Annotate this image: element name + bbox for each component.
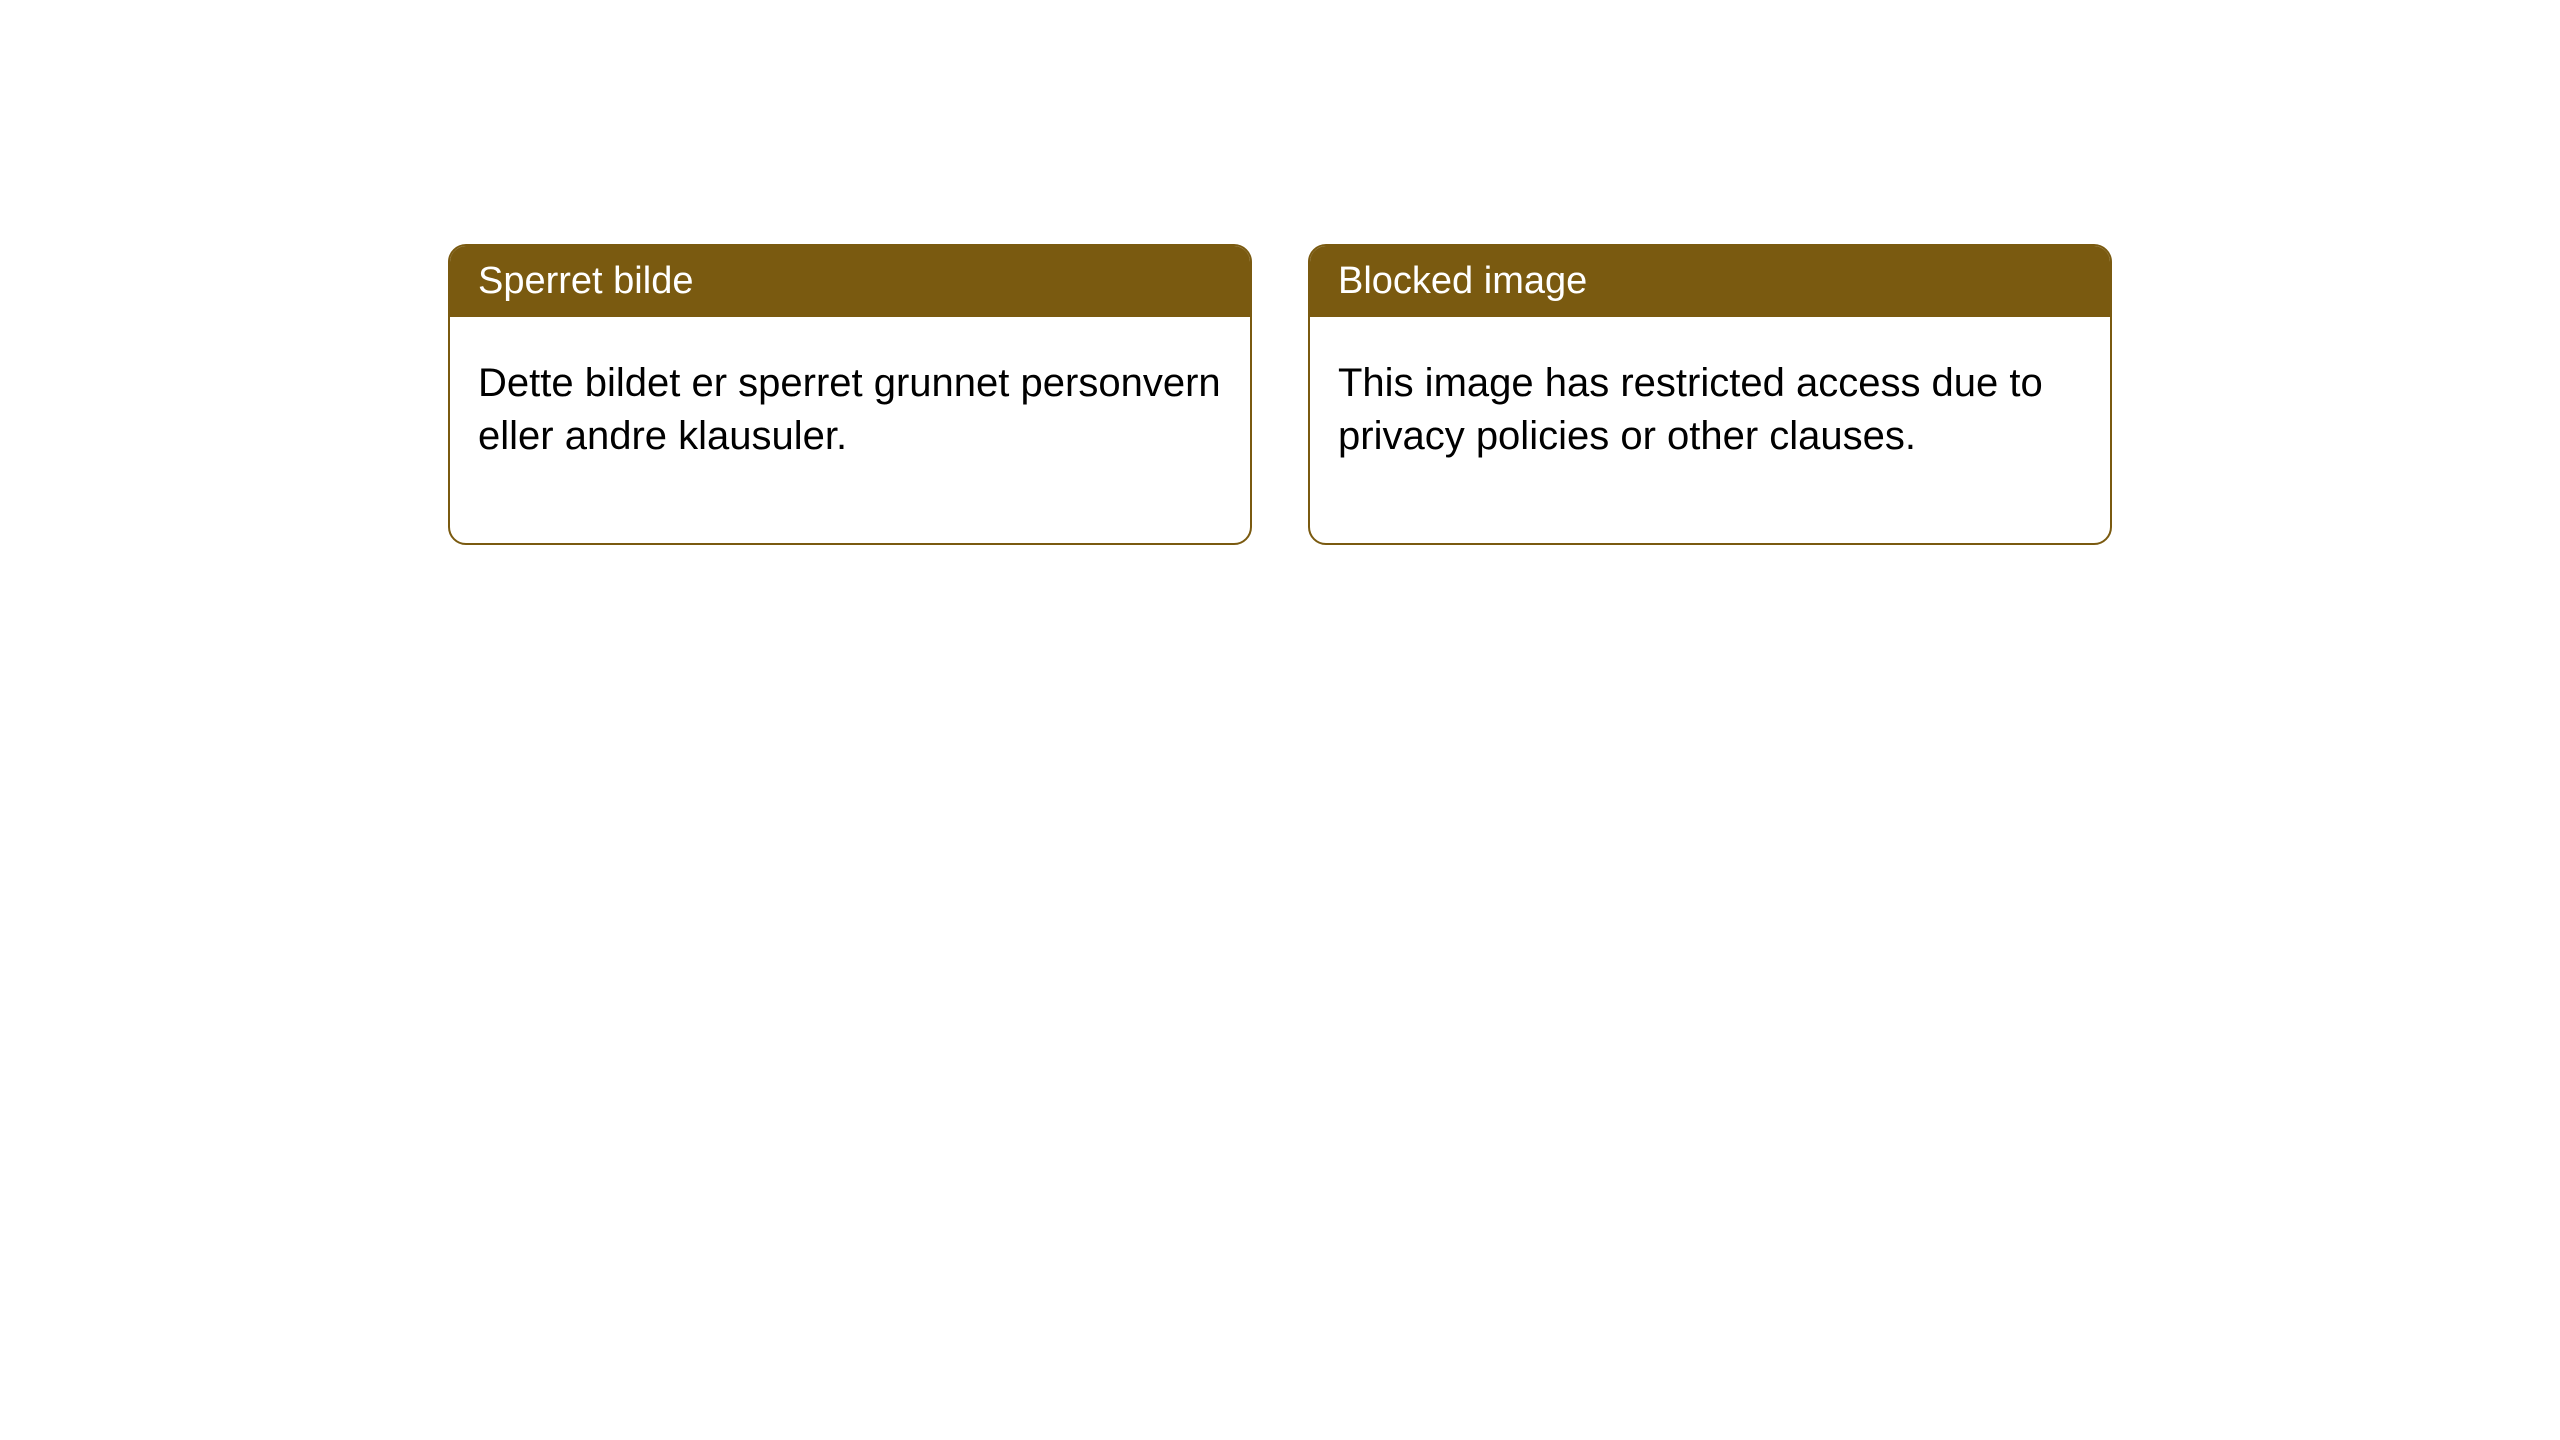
notice-card-norwegian: Sperret bilde Dette bildet er sperret gr… [448,244,1252,545]
notice-container: Sperret bilde Dette bildet er sperret gr… [0,0,2560,545]
notice-header: Blocked image [1310,246,2110,317]
notice-body: Dette bildet er sperret grunnet personve… [450,317,1250,543]
notice-header: Sperret bilde [450,246,1250,317]
notice-card-english: Blocked image This image has restricted … [1308,244,2112,545]
notice-body: This image has restricted access due to … [1310,317,2110,543]
